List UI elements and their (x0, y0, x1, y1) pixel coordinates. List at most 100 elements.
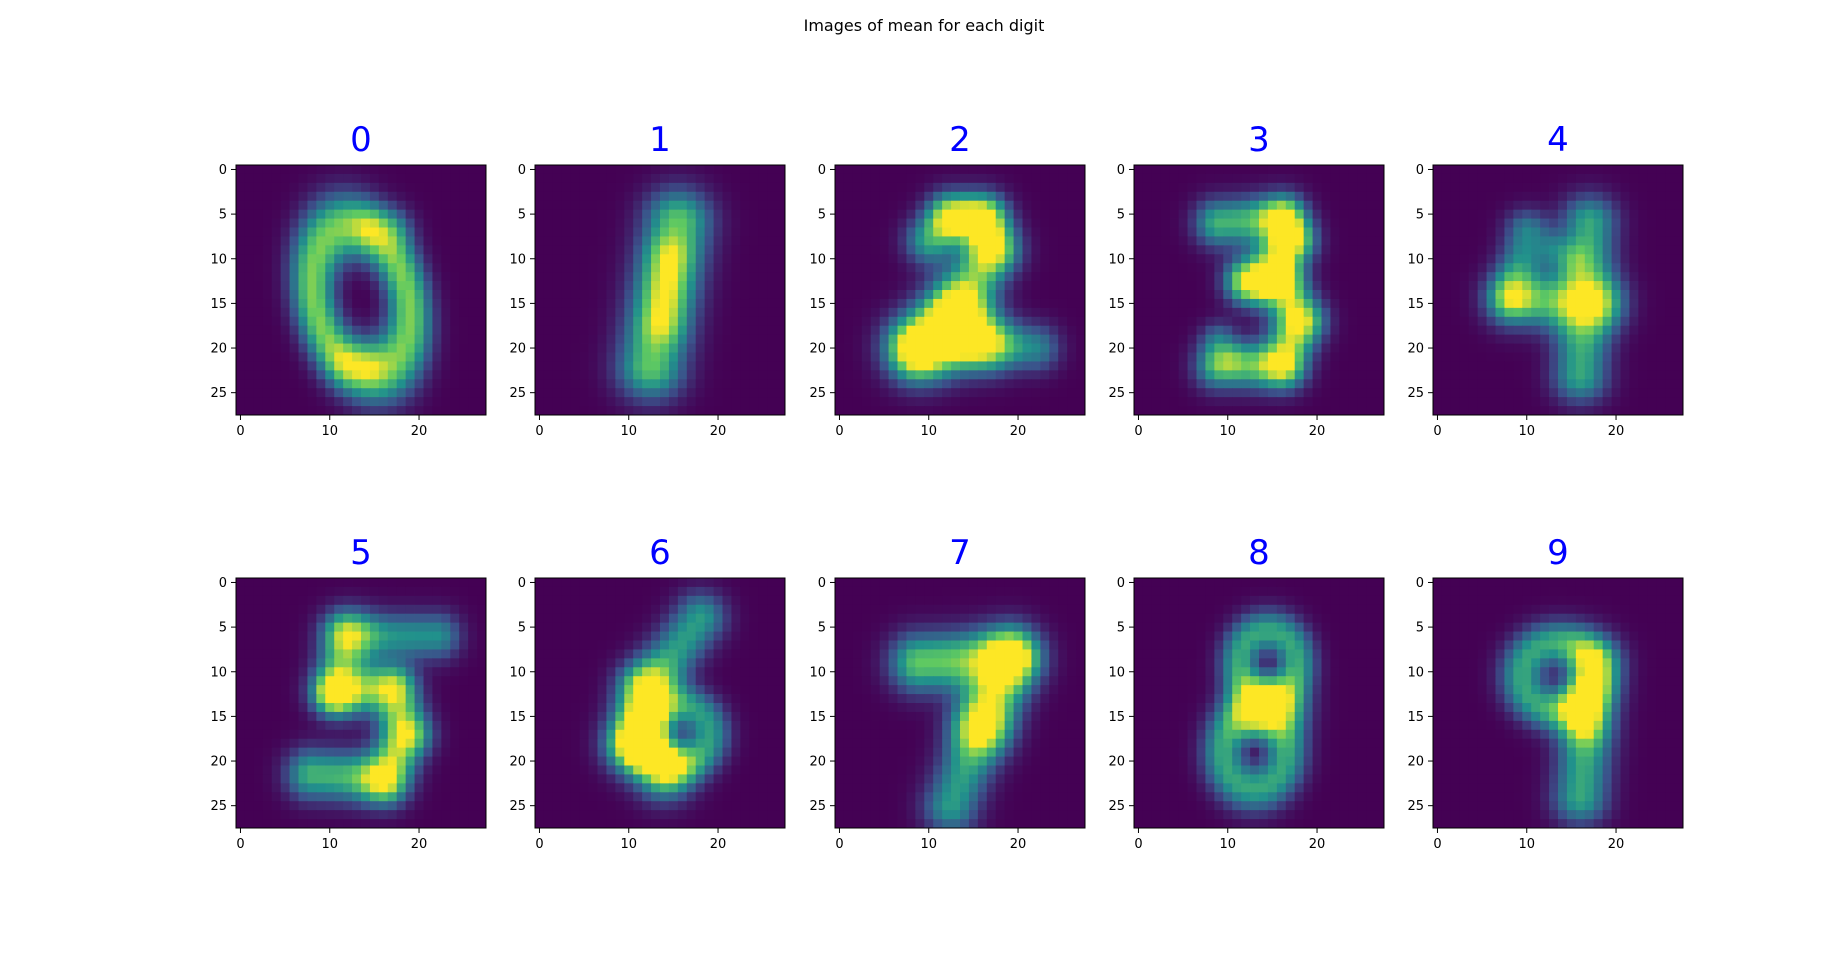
heatmap-cell (405, 406, 415, 416)
heatmap-cell (1232, 227, 1242, 237)
heatmap-cell (749, 361, 759, 371)
heatmap-cell (977, 343, 988, 353)
heatmap-cell (704, 173, 714, 184)
heatmap-cell (236, 200, 246, 211)
heatmap-cell (1459, 334, 1470, 344)
heatmap-cell (414, 819, 424, 829)
heatmap-cell (535, 334, 545, 344)
heatmap-cell (298, 227, 308, 237)
heatmap-cell (1250, 388, 1260, 398)
heatmap-cell (1160, 379, 1171, 389)
heatmap-cell (951, 352, 961, 362)
heatmap-cell (1602, 236, 1612, 246)
heatmap-cell (1303, 361, 1313, 371)
heatmap-cell (1339, 272, 1349, 282)
heatmap-cell (378, 245, 389, 255)
heatmap-cell (695, 595, 706, 606)
heatmap-cell (660, 388, 670, 398)
heatmap-cell (1223, 254, 1233, 264)
heatmap-cell (1294, 227, 1305, 237)
heatmap-cell (1620, 397, 1630, 407)
heatmap-cell (704, 191, 714, 202)
heatmap-cell (441, 334, 451, 344)
heatmap-cell (1160, 406, 1171, 416)
heatmap-cell (1330, 334, 1340, 344)
heatmap-cell (325, 765, 335, 775)
heatmap-cell (1656, 388, 1666, 398)
heatmap-cell (651, 316, 661, 327)
heatmap-cell (570, 388, 581, 398)
heatmap-cell (1294, 165, 1305, 175)
heatmap-cell (244, 729, 255, 740)
heatmap-cell (1566, 406, 1577, 416)
heatmap-cell (1241, 343, 1251, 353)
heatmap-cell (651, 245, 661, 255)
heatmap-cell (1294, 272, 1305, 282)
heatmap-cell (432, 631, 442, 641)
heatmap-cell (459, 397, 469, 407)
heatmap-cell (758, 578, 768, 588)
heatmap-cell (1468, 182, 1479, 193)
heatmap-cell (1375, 254, 1385, 264)
heatmap-cell (1665, 370, 1675, 380)
heatmap-cell (307, 783, 317, 793)
heatmap-cell (396, 604, 407, 615)
heatmap-cell (378, 595, 389, 606)
heatmap-cell (405, 720, 415, 731)
heatmap-cell (986, 388, 997, 398)
heatmap-cell (1214, 245, 1224, 255)
heatmap-cell (1330, 379, 1340, 389)
heatmap-cell (1040, 352, 1050, 362)
heatmap-cell (405, 604, 415, 615)
heatmap-cell (316, 792, 326, 802)
heatmap-cell (280, 290, 290, 300)
heatmap-cell (298, 236, 308, 246)
heatmap-cell (977, 388, 988, 398)
heatmap-cell (861, 200, 872, 211)
heatmap-cell (298, 325, 308, 336)
heatmap-cell (432, 352, 442, 362)
heatmap-cell (1022, 307, 1032, 318)
heatmap-cell (271, 254, 282, 264)
heatmap-cell (369, 765, 380, 775)
heatmap-cell (405, 218, 415, 228)
heatmap-cell (968, 236, 979, 246)
heatmap-cell (1294, 406, 1305, 416)
heatmap-cell (642, 200, 652, 211)
heatmap-cell (1357, 209, 1367, 219)
heatmap-cell (405, 191, 415, 202)
heatmap-cell (1513, 370, 1523, 380)
y-tick-label: 5 (818, 208, 826, 223)
heatmap-cell (749, 191, 759, 202)
heatmap-cell (352, 738, 362, 749)
heatmap-cell (378, 165, 389, 175)
heatmap-cell (1031, 343, 1041, 353)
heatmap-cell (1294, 325, 1305, 336)
heatmap-cell (387, 281, 398, 291)
heatmap-cell (244, 209, 255, 219)
y-tick-label: 5 (1117, 208, 1125, 223)
heatmap-cell (915, 325, 925, 336)
heatmap-cell (951, 227, 961, 237)
heatmap-cell (1267, 388, 1278, 398)
heatmap-cell (570, 352, 581, 362)
heatmap-cell (244, 325, 255, 336)
heatmap-cell (262, 676, 273, 686)
heatmap-cell (253, 165, 264, 175)
heatmap-cell (977, 209, 988, 219)
heatmap-cell (1294, 245, 1305, 255)
heatmap-cell (289, 343, 299, 353)
heatmap-cell (1285, 281, 1296, 291)
heatmap-cell (477, 200, 487, 211)
heatmap-cell (668, 263, 679, 273)
heatmap-cell (432, 397, 442, 407)
heatmap-cell (325, 810, 335, 820)
heatmap-cell (597, 397, 607, 407)
heatmap-cell (450, 747, 460, 757)
heatmap-cell (396, 711, 407, 722)
heatmap-cell (677, 182, 688, 193)
heatmap-cell (1531, 191, 1541, 202)
heatmap-cell (615, 200, 625, 211)
heatmap-cell (1366, 361, 1376, 371)
heatmap-cell (1450, 254, 1461, 264)
